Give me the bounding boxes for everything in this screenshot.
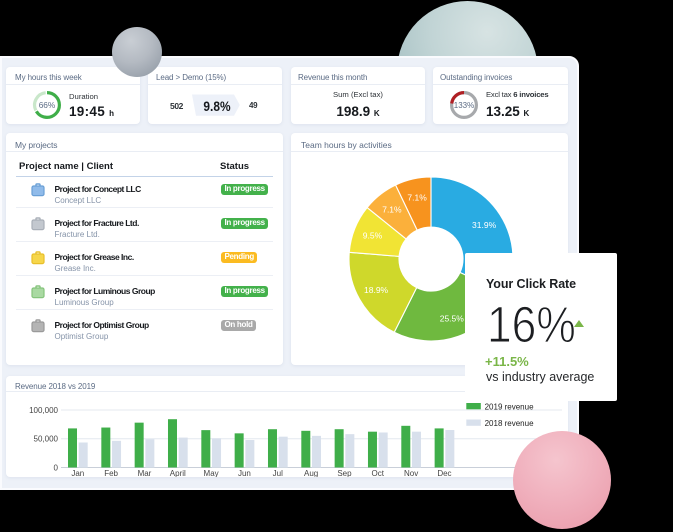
svg-text:133%: 133%: [454, 101, 474, 110]
svg-text:Sep: Sep: [337, 469, 352, 477]
svg-text:April: April: [170, 469, 186, 477]
svg-text:7.1%: 7.1%: [382, 205, 402, 215]
svg-text:Oct: Oct: [372, 469, 385, 477]
svg-text:66%: 66%: [39, 100, 56, 110]
svg-text:Dec: Dec: [437, 469, 451, 477]
svg-text:May: May: [204, 469, 219, 477]
svg-text:9.5%: 9.5%: [363, 231, 383, 241]
svg-text:2019 revenue: 2019 revenue: [485, 403, 534, 412]
svg-text:Aug: Aug: [304, 469, 318, 477]
svg-text:31.9%: 31.9%: [472, 220, 497, 230]
svg-text:18.9%: 18.9%: [364, 285, 389, 295]
svg-text:Jan: Jan: [71, 469, 84, 477]
svg-text:Jun: Jun: [238, 469, 251, 477]
svg-text:2018 revenue: 2018 revenue: [485, 419, 534, 428]
svg-text:Nov: Nov: [404, 469, 418, 477]
svg-text:7.1%: 7.1%: [407, 193, 427, 203]
svg-text:Jul: Jul: [273, 469, 283, 477]
svg-text:50,000: 50,000: [34, 435, 59, 444]
svg-text:0: 0: [54, 464, 59, 473]
svg-text:100,000: 100,000: [29, 406, 58, 415]
svg-text:Mar: Mar: [138, 469, 152, 477]
svg-text:Feb: Feb: [104, 469, 118, 477]
svg-text:25.5%: 25.5%: [440, 313, 465, 323]
